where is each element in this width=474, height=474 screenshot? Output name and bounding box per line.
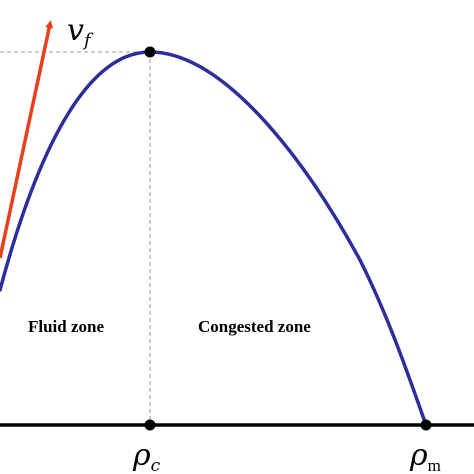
free-flow-speed-arrow <box>0 20 54 259</box>
jam-density-point <box>420 419 432 431</box>
congested-zone-label: Congested zone <box>198 317 311 336</box>
free-flow-speed-label: vf <box>67 13 94 51</box>
critical-point <box>144 46 156 58</box>
flow-density-curve <box>0 50 428 427</box>
critical-density-point <box>144 419 156 431</box>
jam-density-label: ρm <box>409 438 441 474</box>
fluid-zone-label: Fluid zone <box>28 317 104 336</box>
critical-density-label: ρc <box>132 438 161 474</box>
